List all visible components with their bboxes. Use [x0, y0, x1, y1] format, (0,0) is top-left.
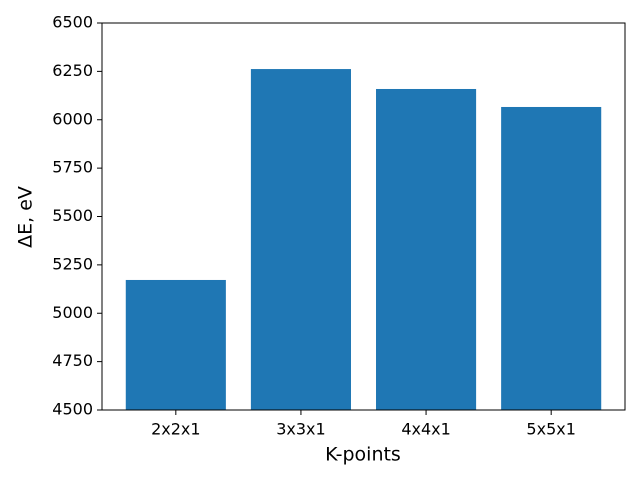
bar	[376, 88, 477, 411]
y-tick-label: 4750	[52, 351, 93, 370]
y-tick-label: 6000	[52, 109, 93, 128]
y-tick-label: 5250	[52, 254, 93, 273]
x-tick-label: 5x5x1	[526, 420, 575, 439]
x-tick-label: 2x2x1	[151, 420, 200, 439]
bar	[250, 69, 351, 410]
y-tick-label: 5000	[52, 303, 93, 322]
y-tick-label: 6500	[52, 13, 93, 32]
x-axis-label: K-points	[325, 444, 401, 466]
x-tick-label: 4x4x1	[401, 420, 450, 439]
plot-frame	[101, 22, 626, 411]
y-tick-label: 6250	[52, 61, 93, 80]
y-tick-label: 5750	[52, 158, 93, 177]
bar	[501, 106, 602, 410]
y-tick-label: 5500	[52, 206, 93, 225]
x-tick-label: 3x3x1	[276, 420, 325, 439]
y-axis-label: ΔE, eV	[15, 186, 37, 248]
y-tick-label: 4500	[52, 400, 93, 419]
bar	[125, 279, 226, 410]
